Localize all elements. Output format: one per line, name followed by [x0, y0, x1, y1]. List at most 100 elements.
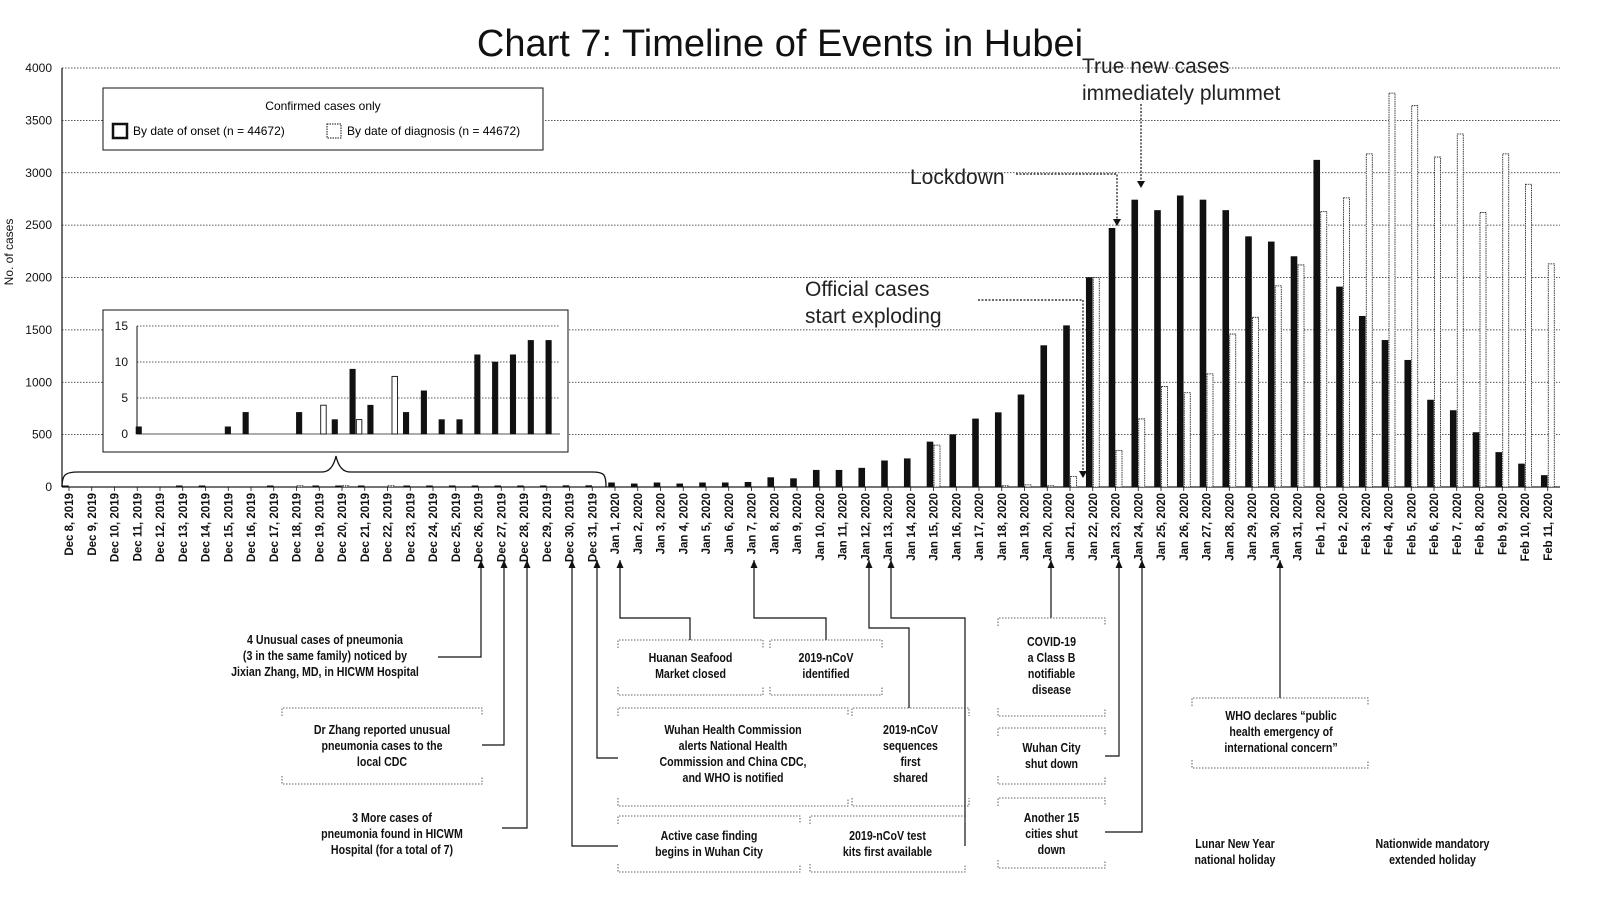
- bar-onset: [972, 418, 979, 488]
- event-arrowhead: [593, 560, 601, 568]
- chart-title: Chart 7: Timeline of Events in Hubei: [477, 23, 1083, 65]
- bar-onset: [858, 467, 866, 488]
- x-tick-label: Jan 15, 2020: [929, 493, 941, 561]
- bar-diagnosis: [1115, 449, 1123, 488]
- event-arrowhead: [887, 560, 895, 568]
- x-tick-label: Feb 2, 2020: [1338, 493, 1350, 555]
- x-tick-label: Jan 20, 2020: [1042, 493, 1054, 561]
- bar-onset: [266, 485, 274, 488]
- bar-diagnosis: [1547, 263, 1555, 488]
- bar-onset: [562, 485, 570, 488]
- bar-onset: [1404, 359, 1412, 488]
- x-tick-label: Jan 24, 2020: [1133, 493, 1145, 561]
- bar-onset: [903, 458, 911, 488]
- event-connector: [571, 560, 618, 847]
- event-connector: [438, 560, 482, 658]
- annotation-text: Official cases: [805, 278, 930, 301]
- x-tick-label: Feb 1, 2020: [1315, 493, 1327, 555]
- bar-diagnosis: [1365, 153, 1373, 488]
- x-tick-label: Dec 19, 2019: [314, 493, 326, 562]
- y-tick-label: 1500: [25, 323, 52, 337]
- bar-onset: [1336, 286, 1343, 488]
- event-label: Dr Zhang reported unusual pneumonia case…: [313, 723, 451, 769]
- x-tick-label: Dec 11, 2019: [132, 493, 144, 561]
- legend: Confirmed cases only By date of onset (n…: [102, 87, 544, 151]
- inset-bar-onset: [331, 419, 338, 435]
- inset-bar-onset: [135, 426, 142, 435]
- inset-y-tick-label: 5: [121, 391, 128, 405]
- annotation-text: immediately plummet: [1082, 82, 1281, 105]
- bar-onset: [1427, 399, 1434, 488]
- x-axis-ticks: Dec 8, 2019 Dec 9, 2019 Dec 10, 2019 Dec 11…: [64, 487, 1555, 562]
- bar-onset: [426, 485, 433, 488]
- inset-y-tick-label: 10: [115, 355, 129, 369]
- event-label: 2019-nCoV test kits first available: [842, 829, 933, 859]
- annotation-leader: [1016, 173, 1118, 226]
- x-tick-label: Jan 31, 2020: [1293, 493, 1305, 561]
- x-tick-label: Dec 8, 2019: [64, 493, 76, 556]
- bar-onset: [1358, 315, 1366, 488]
- event-label: Wuhan Health Commission alerts National …: [659, 723, 807, 785]
- x-tick-label: Jan 4, 2020: [678, 493, 690, 554]
- bar-onset: [1449, 410, 1457, 488]
- bar-onset: [494, 485, 502, 488]
- x-tick-label: Feb 5, 2020: [1406, 493, 1418, 555]
- bar-onset: [744, 481, 752, 488]
- x-tick-label: Dec 15, 2019: [223, 493, 235, 562]
- bar-onset: [1495, 452, 1503, 488]
- x-tick-label: Feb 10, 2020: [1520, 493, 1532, 561]
- bar-diagnosis: [1297, 264, 1305, 488]
- event-frame: [851, 707, 970, 807]
- bar-onset: [357, 485, 365, 488]
- x-tick-label: Dec 23, 2019: [405, 493, 417, 562]
- x-tick-label: Feb 11, 2020: [1543, 493, 1555, 561]
- bar-onset: [539, 485, 547, 488]
- event-label: 2019-nCoV sequences first shared: [883, 723, 938, 785]
- event-connector: [502, 560, 528, 829]
- inset-bar-onset: [492, 361, 499, 435]
- bar-onset: [721, 482, 729, 488]
- bar-onset: [630, 483, 638, 488]
- bar-onset: [676, 483, 684, 488]
- bar-diagnosis: [1001, 485, 1009, 488]
- y-tick-label: 500: [32, 428, 52, 442]
- x-tick-label: Dec 12, 2019: [155, 493, 167, 562]
- bar-onset: [1313, 159, 1321, 488]
- inset-bar-onset: [349, 368, 356, 435]
- x-tick-label: Dec 24, 2019: [428, 493, 440, 562]
- bar-diagnosis: [1479, 212, 1487, 488]
- y-tick-label: 4000: [25, 61, 52, 75]
- event-connectors: [438, 560, 1284, 847]
- bar-diagnosis: [1252, 316, 1259, 488]
- annotation-arrowhead: [1137, 181, 1145, 188]
- bar-onset: [1381, 340, 1389, 488]
- bar-diagnosis: [1206, 373, 1214, 488]
- event-arrowhead: [1115, 560, 1123, 568]
- x-tick-label: Jan 6, 2020: [724, 493, 736, 554]
- annotation-text: True new cases: [1082, 55, 1229, 78]
- bar-diagnosis: [1525, 183, 1532, 488]
- x-tick-label: Jan 8, 2020: [769, 493, 781, 554]
- x-tick-label: Jan 21, 2020: [1065, 493, 1077, 561]
- y-tick-label: 3500: [25, 113, 52, 127]
- x-tick-label: Dec 22, 2019: [383, 493, 395, 562]
- bar-onset: [198, 485, 206, 488]
- inset-bar-onset: [420, 390, 427, 435]
- legend-title: Confirmed cases only: [265, 99, 380, 113]
- bar-onset: [1290, 256, 1298, 488]
- event-arrowhead: [616, 560, 624, 568]
- bar-diagnosis: [1092, 277, 1100, 488]
- x-tick-label: Feb 9, 2020: [1497, 493, 1509, 555]
- x-tick-label: Jan 22, 2020: [1088, 493, 1100, 561]
- x-tick-label: Jan 7, 2020: [747, 493, 759, 554]
- event-connector: [753, 560, 827, 640]
- y-tick-label: 2500: [25, 218, 52, 232]
- event-frame: [281, 707, 483, 785]
- x-tick-label: Dec 30, 2019: [565, 493, 577, 562]
- event-label: Nationwide mandatory extended holiday: [1375, 837, 1490, 867]
- y-axis-ticks: 0 500 1000 1500 2000 2500 3000 3500 4000: [25, 61, 52, 494]
- event-label: Huanan Seafood Market closed: [648, 651, 733, 681]
- x-tick-label: Dec 29, 2019: [542, 493, 554, 562]
- inset-bar-diagnosis: [320, 404, 327, 435]
